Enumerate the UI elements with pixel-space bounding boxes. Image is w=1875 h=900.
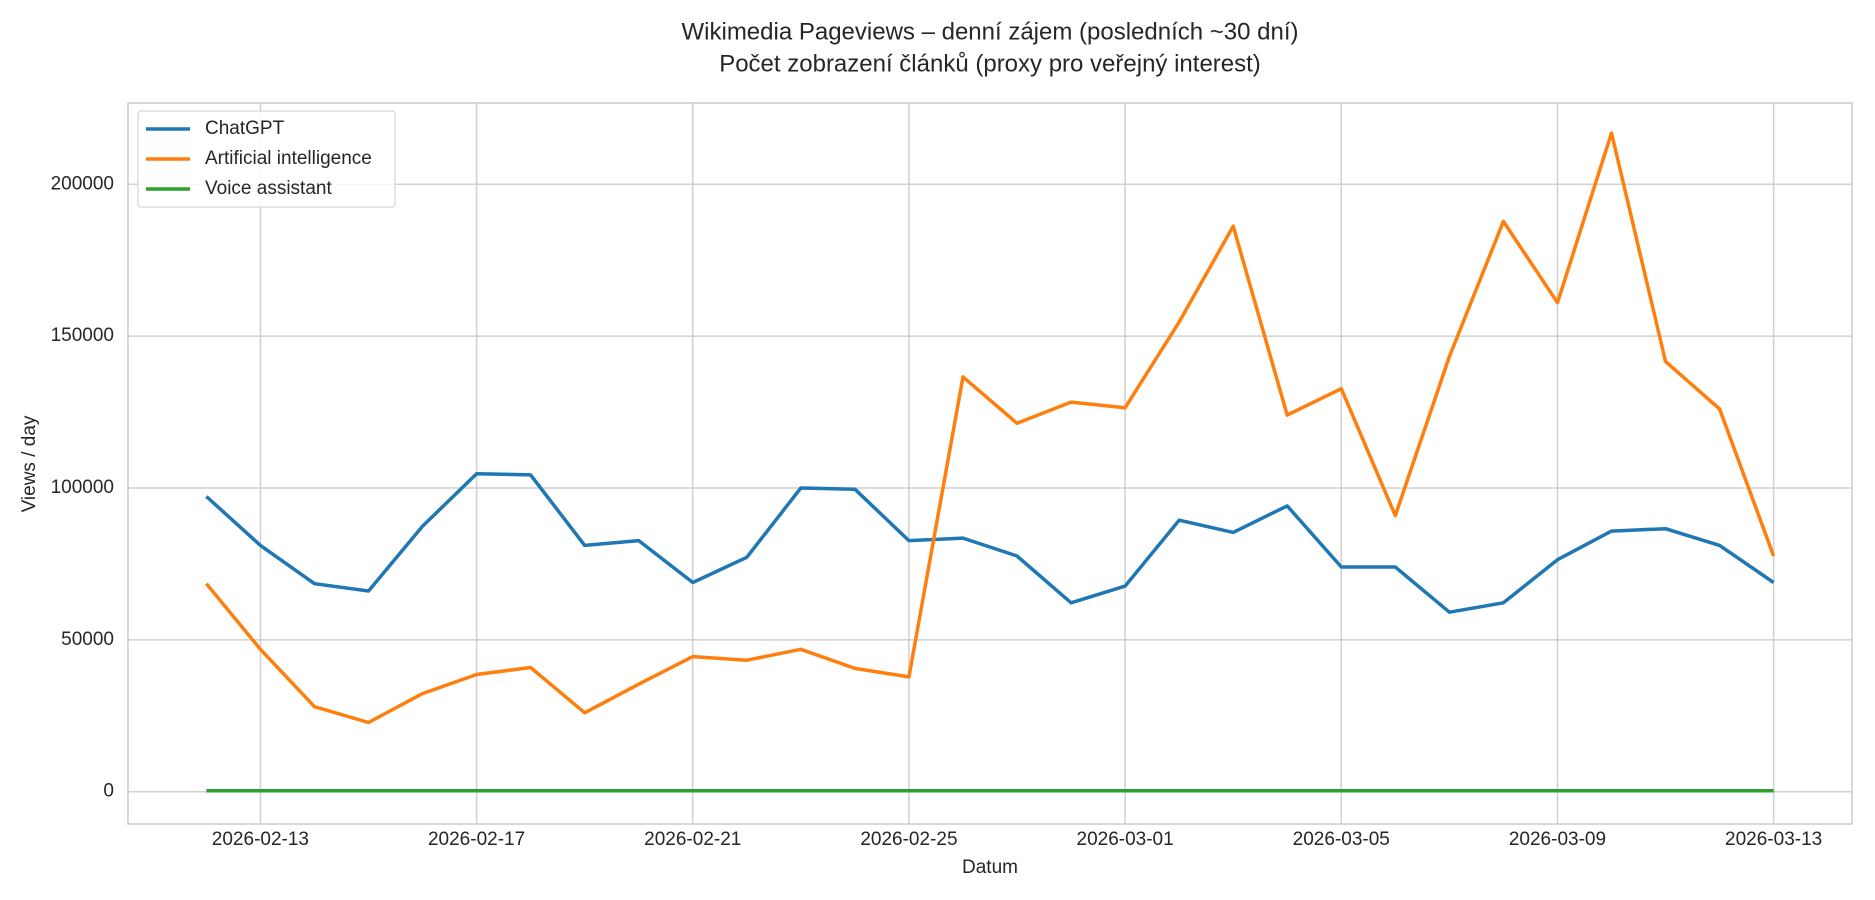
y-axis-label: Views / day bbox=[19, 415, 40, 512]
x-tick-label: 2026-02-25 bbox=[860, 829, 957, 850]
y-tick-label: 0 bbox=[103, 781, 114, 802]
plot-lines bbox=[205, 131, 1776, 793]
series-line bbox=[205, 471, 1775, 614]
x-tick-label: 2026-03-05 bbox=[1293, 829, 1390, 850]
x-tick-label: 2026-03-09 bbox=[1509, 829, 1606, 850]
x-tick-label: 2026-02-21 bbox=[644, 829, 741, 850]
x-tick-label: 2026-02-13 bbox=[212, 829, 309, 850]
x-tick-label: 2026-02-17 bbox=[428, 829, 525, 850]
plot-frame bbox=[127, 102, 1853, 825]
x-axis-label: Datum bbox=[962, 857, 1018, 878]
x-tick-label: 2026-03-13 bbox=[1725, 829, 1822, 850]
legend-label: Artificial intelligence bbox=[205, 148, 372, 169]
legend-label: ChatGPT bbox=[205, 118, 285, 139]
y-tick-label: 100000 bbox=[51, 477, 114, 498]
x-tick-label: 2026-03-01 bbox=[1077, 829, 1174, 850]
series-line bbox=[205, 131, 1776, 725]
chart-title: Wikimedia Pageviews – denní zájem (posle… bbox=[682, 18, 1299, 45]
chart-subtitle: Počet zobrazení článků (proxy pro veřejn… bbox=[719, 50, 1261, 77]
y-tick-label: 50000 bbox=[61, 629, 114, 650]
y-tick-label: 200000 bbox=[51, 173, 114, 194]
legend-label: Voice assistant bbox=[205, 178, 332, 199]
legend-box bbox=[137, 110, 396, 208]
y-tick-label: 150000 bbox=[51, 325, 114, 346]
grid bbox=[128, 103, 1852, 824]
legend: ChatGPT Artificial intelligence Voice assi… bbox=[137, 110, 396, 208]
